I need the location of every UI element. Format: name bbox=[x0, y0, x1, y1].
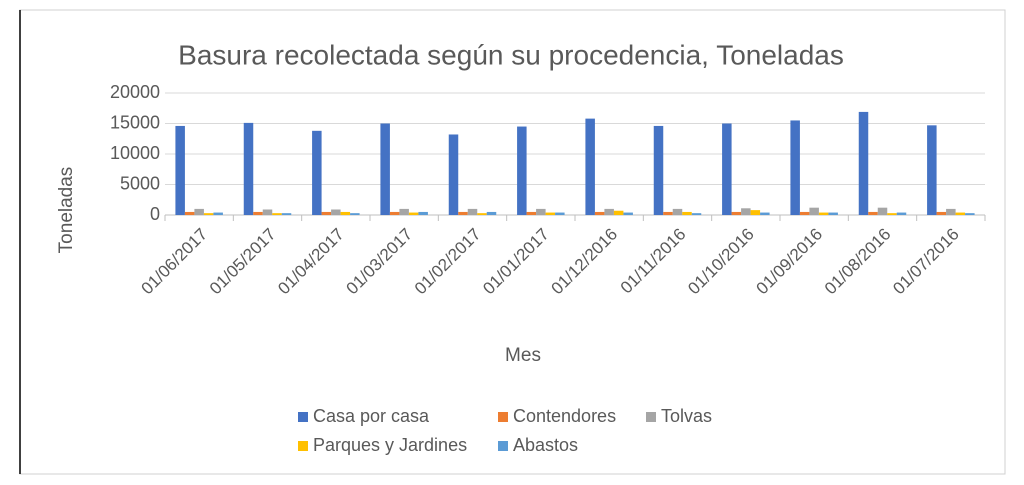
bar bbox=[536, 208, 546, 215]
bar bbox=[486, 211, 497, 215]
bar bbox=[613, 210, 624, 215]
bar bbox=[448, 134, 459, 215]
y-tick-label: 0 bbox=[150, 204, 160, 224]
bar bbox=[477, 213, 487, 215]
y-tick-label: 10000 bbox=[110, 143, 160, 163]
bar bbox=[594, 211, 605, 215]
bar bbox=[350, 213, 360, 215]
bar bbox=[828, 212, 838, 215]
bar bbox=[809, 207, 819, 215]
bar bbox=[604, 208, 614, 215]
bar bbox=[682, 211, 692, 215]
bar bbox=[731, 211, 742, 215]
bar bbox=[623, 212, 633, 215]
bar bbox=[790, 120, 800, 215]
bar bbox=[955, 212, 966, 215]
legend-label: Casa por casa bbox=[313, 406, 430, 426]
bar bbox=[175, 125, 185, 215]
legend-swatch bbox=[298, 441, 308, 451]
bar bbox=[340, 211, 351, 215]
bar bbox=[213, 212, 223, 215]
bar bbox=[946, 208, 956, 215]
bar bbox=[877, 207, 888, 215]
bar bbox=[868, 211, 878, 215]
bar bbox=[467, 208, 478, 215]
legend-swatch bbox=[498, 441, 508, 451]
bar bbox=[184, 211, 195, 215]
bar bbox=[243, 122, 254, 215]
bar bbox=[760, 212, 770, 215]
bar bbox=[526, 211, 537, 215]
bar bbox=[458, 211, 468, 215]
bar bbox=[312, 130, 322, 215]
bar bbox=[858, 111, 869, 215]
bar bbox=[262, 209, 273, 215]
bar bbox=[555, 212, 565, 215]
bar bbox=[722, 123, 732, 215]
bar bbox=[653, 125, 664, 215]
bar bbox=[887, 213, 897, 215]
bar bbox=[741, 208, 751, 215]
bar bbox=[750, 210, 761, 215]
bar bbox=[691, 213, 702, 215]
bar bbox=[194, 208, 204, 215]
legend-label: Abastos bbox=[513, 435, 578, 455]
y-tick-label: 5000 bbox=[120, 173, 160, 193]
bar bbox=[281, 213, 292, 215]
bar bbox=[321, 211, 332, 215]
legend-label: Parques y Jardines bbox=[313, 435, 467, 455]
legend-swatch bbox=[646, 412, 656, 422]
bar bbox=[203, 213, 214, 215]
chart-frame bbox=[19, 9, 1006, 475]
legend-swatch bbox=[498, 412, 508, 422]
bar bbox=[272, 213, 282, 215]
bar bbox=[927, 125, 937, 215]
legend-label: Tolvas bbox=[661, 406, 712, 426]
bar bbox=[380, 123, 390, 215]
bar bbox=[936, 211, 947, 215]
bar bbox=[517, 126, 527, 215]
y-tick-label: 15000 bbox=[110, 112, 160, 132]
y-axis-title: Toneladas bbox=[56, 167, 77, 254]
bar bbox=[965, 213, 975, 215]
legend-swatch bbox=[298, 412, 308, 422]
bar bbox=[253, 211, 263, 215]
x-axis-title: Mes bbox=[505, 345, 541, 366]
bar bbox=[663, 211, 673, 215]
bar bbox=[896, 212, 907, 215]
legend-label: Contendores bbox=[513, 406, 616, 426]
bar bbox=[585, 118, 595, 215]
bar bbox=[545, 212, 556, 215]
bar bbox=[418, 211, 428, 215]
bar bbox=[672, 208, 683, 215]
bar bbox=[408, 212, 419, 215]
bar bbox=[399, 208, 409, 215]
bar bbox=[389, 211, 400, 215]
y-tick-label: 20000 bbox=[110, 82, 160, 102]
chart-title: Basura recolectada según su procedencia,… bbox=[178, 39, 844, 70]
bar bbox=[799, 211, 810, 215]
bar bbox=[331, 209, 341, 215]
bar bbox=[818, 212, 829, 215]
